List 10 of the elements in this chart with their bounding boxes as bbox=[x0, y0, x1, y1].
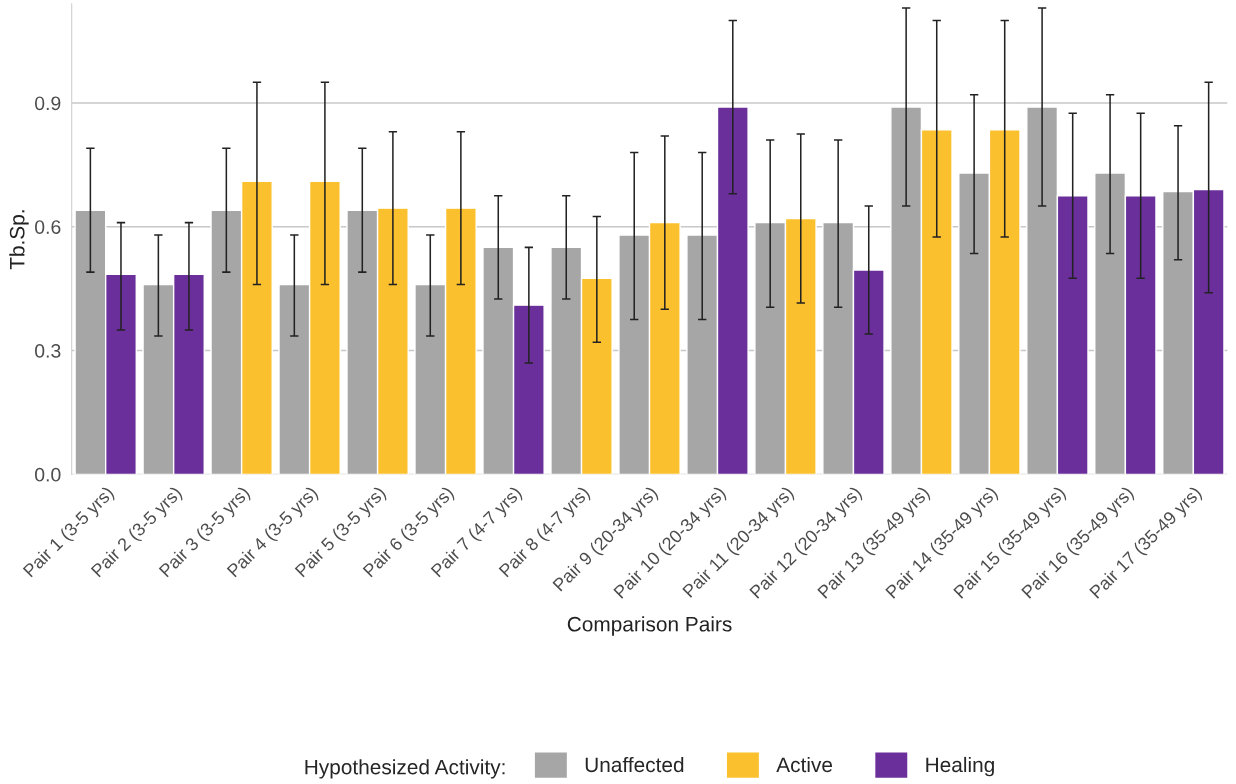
legend-title: Hypothesized Activity: bbox=[305, 759, 505, 779]
legend-label: Healing bbox=[926, 756, 994, 777]
y-tick-label: 0.0 bbox=[35, 467, 61, 482]
y-axis-title: Tb.Sp. bbox=[9, 210, 29, 270]
y-tick-label: 0.3 bbox=[35, 344, 61, 358]
y-tick-label: 0.9 bbox=[35, 96, 61, 111]
legend-label: Unaffected bbox=[585, 756, 684, 773]
legend-label: Active bbox=[776, 756, 833, 773]
y-tick-label: 0.6 bbox=[35, 220, 61, 234]
x-axis-title: Comparison Pairs bbox=[567, 616, 732, 636]
